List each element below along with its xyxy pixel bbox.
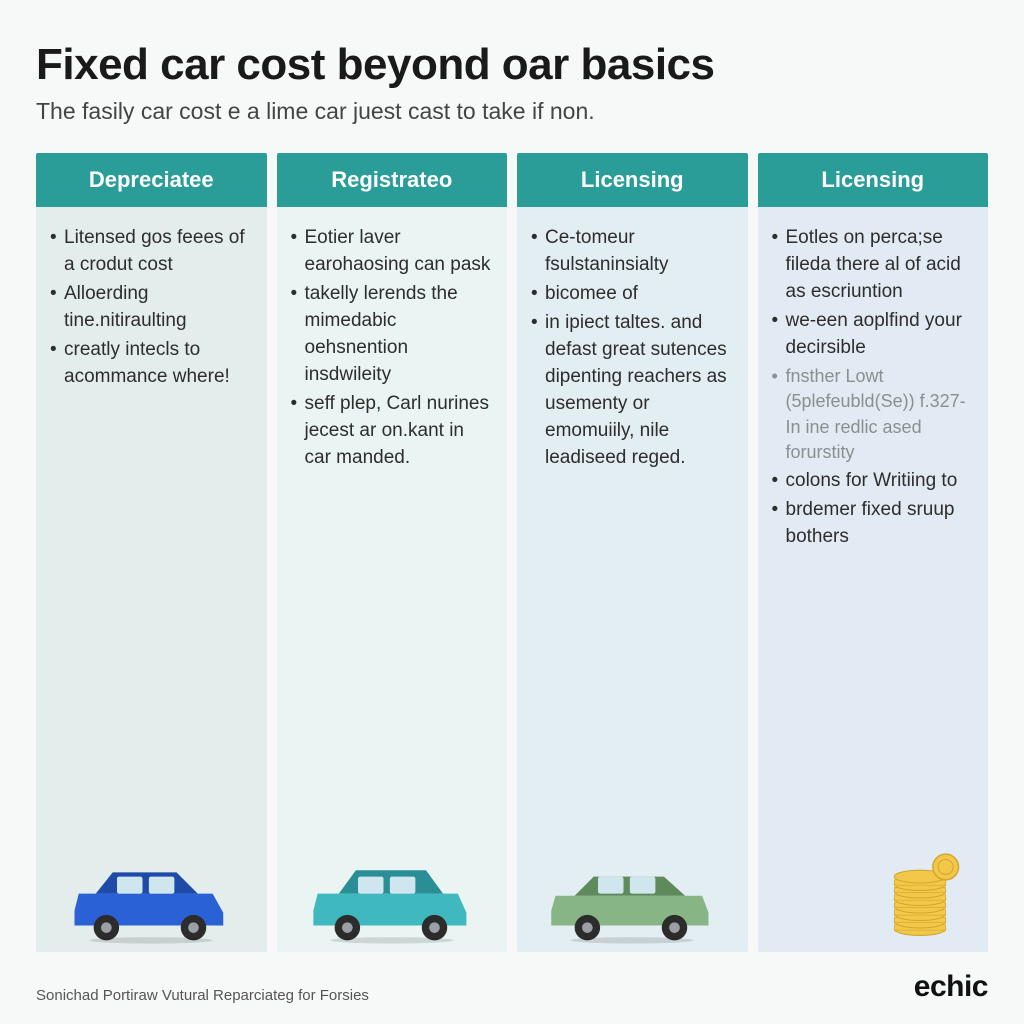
column-body: Ce-tomeur fsulstaninsialtybicomee ofin i… [517, 207, 748, 952]
bullet-item: colons for Writiing to [772, 468, 975, 495]
bullet-item: fnsther Lowt (5plefeubld(Se)) f.327-In i… [772, 364, 975, 466]
bullet-item: creatly intecls to acommance where! [50, 337, 253, 391]
column-header: Depreciatee [36, 153, 267, 207]
attribution-text: Sonichad Portiraw Vutural Reparciateg fo… [36, 987, 369, 1004]
coins-icon [870, 852, 970, 944]
column-header: Registrateo [277, 153, 508, 207]
bullet-item: Alloerding tine.nitiraulting [50, 281, 253, 335]
column-1: Registrateo Eotier laver earohaosing can … [277, 153, 508, 952]
column-illustration [277, 854, 508, 944]
bullet-item: brdemer fixed sruup bothers [772, 497, 975, 551]
bullet-item: Eotles on perca;se fileda there al of ac… [772, 225, 975, 306]
column-header: Licensing [517, 153, 748, 207]
columns-container: Depreciatee Litensed gos feees of a crodu… [36, 153, 988, 952]
column-body: Litensed gos feees of a crodut costAlloe… [36, 207, 267, 952]
page-title: Fixed car cost beyond oar basics [36, 40, 988, 90]
bullet-item: takelly lerends the mimedabic oehsnentio… [291, 281, 494, 389]
bullet-item: bicomee of [531, 281, 734, 308]
car-teal-icon [307, 856, 477, 944]
bullet-item: in ipiect taltes. and defast great suten… [531, 310, 734, 472]
column-body: Eotier laver earohaosing can pasktakelly… [277, 207, 508, 952]
column-illustration [758, 854, 989, 944]
bullet-item: Ce-tomeur fsulstaninsialty [531, 225, 734, 279]
footer: Sonichad Portiraw Vutural Reparciateg fo… [36, 952, 988, 1004]
column-header: Licensing [758, 153, 989, 207]
car-blue-icon [66, 856, 236, 944]
column-body: Eotles on perca;se fileda there al of ac… [758, 207, 989, 952]
bullet-list: Eotles on perca;se fileda there al of ac… [772, 225, 975, 551]
brand-logo: echic [914, 970, 988, 1004]
bullet-item: we-een aoplfind your decirsible [772, 308, 975, 362]
column-illustration [36, 854, 267, 944]
page-subtitle: The fasily car cost e a lime car juest c… [36, 98, 988, 125]
car-green-icon [547, 856, 717, 944]
bullet-item: seff plep, Carl nurines jecest ar on.kan… [291, 391, 494, 472]
bullet-list: Litensed gos feees of a crodut costAlloe… [50, 225, 253, 391]
bullet-list: Ce-tomeur fsulstaninsialtybicomee ofin i… [531, 225, 734, 472]
column-2: Licensing Ce-tomeur fsulstaninsialtybicom… [517, 153, 748, 952]
bullet-item: Eotier laver earohaosing can pask [291, 225, 494, 279]
column-0: Depreciatee Litensed gos feees of a crodu… [36, 153, 267, 952]
bullet-list: Eotier laver earohaosing can pasktakelly… [291, 225, 494, 472]
column-illustration [517, 854, 748, 944]
bullet-item: Litensed gos feees of a crodut cost [50, 225, 253, 279]
column-3: Licensing Eotles on perca;se fileda there… [758, 153, 989, 952]
